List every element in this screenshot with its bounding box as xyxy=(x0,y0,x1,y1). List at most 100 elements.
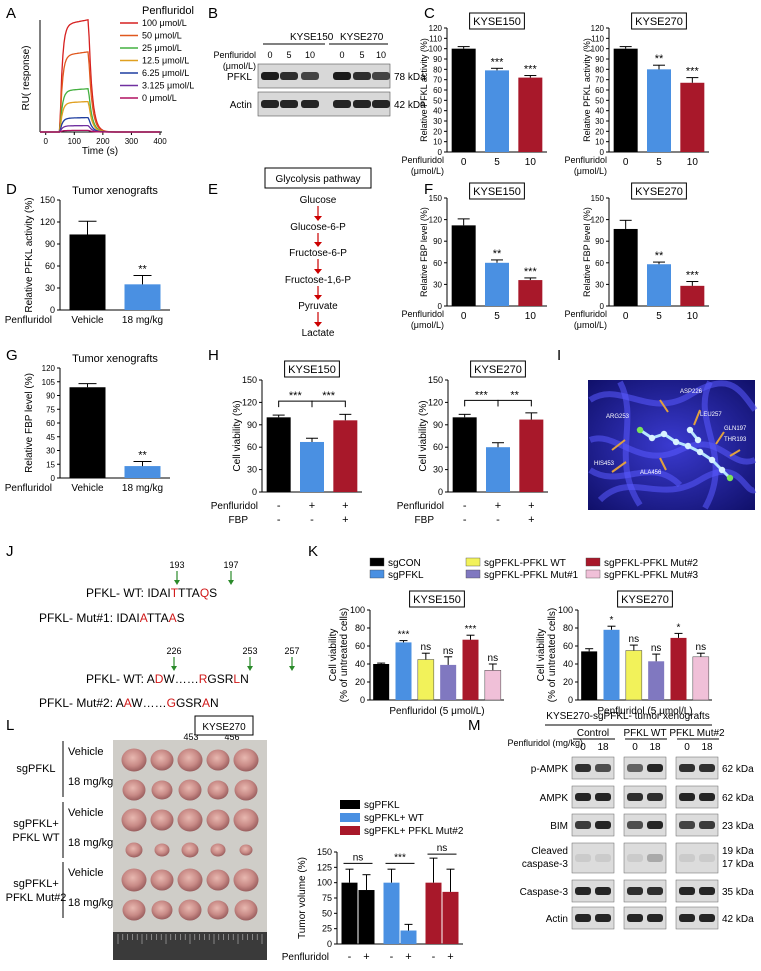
residue-number: 253 xyxy=(242,646,257,656)
tumor xyxy=(181,842,199,858)
x-tick-label: 0 xyxy=(43,137,48,146)
panel-letter: F xyxy=(424,181,433,198)
pathway-step: Fructose-1,6-P xyxy=(285,275,351,286)
blot-label-actin: Actin xyxy=(230,100,252,111)
y-axis-label: Relative FBP level (%) xyxy=(24,373,35,473)
blot-band xyxy=(679,854,695,862)
ligand-atom xyxy=(696,448,704,456)
y-tick-label: 120 xyxy=(591,24,605,33)
blot-label: caspase-3 xyxy=(522,859,569,870)
y-tick-label: 60 xyxy=(46,419,55,428)
pathway-arrowhead xyxy=(314,322,322,327)
significance-label: ** xyxy=(655,250,664,262)
significance-label: ns xyxy=(443,646,454,657)
tumor xyxy=(177,748,203,772)
pathway-arrowhead xyxy=(314,242,322,247)
significance-label: ns xyxy=(629,634,640,645)
legend-entry: sgPFKL-PFKL WT xyxy=(484,558,566,569)
blot-band xyxy=(575,914,591,922)
legend-entry: sgPFKL+ PFKL Mut#2 xyxy=(364,826,464,837)
bar xyxy=(425,882,442,944)
bar xyxy=(69,234,106,310)
treatment-label: Vehicle xyxy=(68,807,103,819)
protein-ribbon xyxy=(597,468,757,503)
tumor xyxy=(150,809,174,831)
chart-title-box xyxy=(469,12,525,30)
residue-sidechain xyxy=(659,399,669,413)
chart-title-box xyxy=(470,360,526,378)
blot-band xyxy=(679,764,695,772)
bar-chart-KYSE150: KYSE150 0 30 60 90 120 150 Cell viability (%) xyxy=(232,360,362,497)
tumor xyxy=(177,808,203,832)
chart-title: KYSE270 xyxy=(621,594,669,606)
y-tick-label: 90 xyxy=(595,55,604,64)
x-label-drug: Penfluridol xyxy=(564,155,607,165)
residue-arrowhead xyxy=(171,666,177,671)
chart-title-box xyxy=(284,360,340,378)
x-label-unit: (μmol/L) xyxy=(574,320,607,330)
tumor xyxy=(122,899,146,921)
y-tick-label: 80 xyxy=(563,623,573,633)
x-tick-label: 10 xyxy=(525,311,537,322)
legend-entry: 6.25 μmol/L xyxy=(142,68,189,78)
blot-strip xyxy=(571,785,615,809)
y-tick-label: 110 xyxy=(429,34,442,43)
x-tick-label: 5 xyxy=(656,157,662,168)
kda-label: 78 kDa xyxy=(394,72,426,83)
significance-label: *** xyxy=(398,630,410,641)
photo-title: KYSE270 xyxy=(202,722,246,733)
band-pfkl xyxy=(261,72,279,80)
chart-title: Tumor xenografts xyxy=(72,185,158,197)
chart-title-box xyxy=(617,590,673,608)
treatment-label: 18 mg/kg xyxy=(68,837,113,849)
sign: - xyxy=(496,514,500,526)
tumor xyxy=(206,809,230,831)
sign: - xyxy=(277,514,281,526)
y-tick-label: 20 xyxy=(433,127,442,136)
residue-label: HIS453 xyxy=(594,461,615,467)
blot-label: Cleaved xyxy=(531,846,568,857)
bar xyxy=(484,670,502,701)
group-label: PFKL Mut#2 xyxy=(669,728,725,739)
y-tick-label: 120 xyxy=(40,217,55,227)
blot-label: Actin xyxy=(546,914,568,925)
legend: 100 μmol/L 50 μmol/L 25 μmol/L 12.5 μmol/L 6… xyxy=(120,18,194,103)
bar xyxy=(680,82,705,152)
row-label: Penfluridol xyxy=(397,501,444,512)
significance-label: *** xyxy=(322,390,336,402)
chart-title: KYSE270 xyxy=(635,16,683,28)
legend-entry: sgPFKL-PFKL Mut#2 xyxy=(604,558,699,569)
x-label-drug: Penfluridol xyxy=(401,309,444,319)
panel-letter: E xyxy=(208,181,218,198)
sign: + xyxy=(342,514,348,526)
significance-label: *** xyxy=(491,56,505,68)
y-axis-label: Relative PFKL activity (%) xyxy=(24,197,35,312)
x-ticks: 0 100 200 300 400 xyxy=(43,132,167,146)
y-axis-label: Cell viability (%) xyxy=(232,400,243,471)
y-tick-label: 60 xyxy=(433,86,442,95)
x-tick-label: 5 xyxy=(656,311,662,322)
pathway-title: Glycolysis pathway xyxy=(275,174,360,185)
blot-band xyxy=(647,764,663,772)
bar xyxy=(486,447,510,492)
bar-chart-KYSE270: KYSE270 0 30 60 90 120 150 Relative FBP level (… xyxy=(582,182,709,322)
bar xyxy=(300,441,324,492)
band-pfkl xyxy=(353,72,371,80)
y-tick-label: 30 xyxy=(595,280,604,289)
blot-band xyxy=(595,914,611,922)
bar xyxy=(518,280,543,306)
y-tick-label: 40 xyxy=(595,107,604,116)
dose-label: 0 xyxy=(684,742,690,753)
residue-number: 197 xyxy=(223,560,238,570)
legend-swatch xyxy=(340,813,360,822)
residue-arrowhead xyxy=(174,580,180,585)
legend-swatch xyxy=(585,569,601,579)
drug-label: Penfluridol xyxy=(213,50,256,60)
tumor xyxy=(125,842,143,858)
sign: - xyxy=(277,500,281,512)
legend-swatch xyxy=(369,569,385,579)
treatment-label: 18 mg/kg xyxy=(68,776,113,788)
y-axis-label: (% of untreated cells) xyxy=(547,608,558,703)
band-pfkl xyxy=(372,72,390,80)
